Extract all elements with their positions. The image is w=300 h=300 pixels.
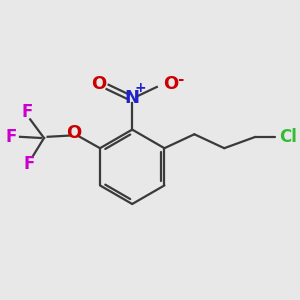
- Text: O: O: [66, 124, 82, 142]
- Text: O: O: [164, 75, 179, 93]
- Text: N: N: [125, 89, 140, 107]
- Text: F: F: [22, 103, 33, 121]
- Text: F: F: [6, 128, 17, 146]
- Text: O: O: [92, 75, 107, 93]
- Text: -: -: [177, 72, 183, 87]
- Text: Cl: Cl: [279, 128, 296, 146]
- Text: +: +: [134, 81, 146, 95]
- Text: F: F: [24, 155, 35, 173]
